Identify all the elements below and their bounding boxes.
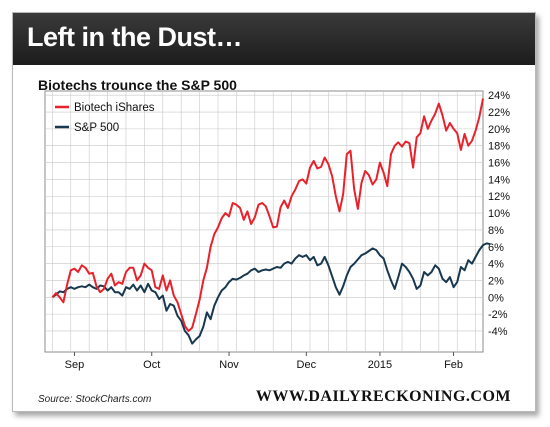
sp500-series-line — [51, 242, 491, 345]
brand-url: WWW.DAILYRECKONING.COM — [255, 388, 511, 405]
y-tick-label: 24% — [488, 90, 510, 102]
y-tick-label: 6% — [488, 242, 504, 254]
page-title: Left in the Dust… — [27, 22, 243, 52]
y-tick-label: 16% — [488, 158, 510, 170]
x-tick-label: Oct — [143, 359, 160, 371]
y-tick-label: 22% — [488, 107, 510, 119]
y-tick-label: 10% — [488, 208, 510, 220]
biotech-series-line — [51, 98, 484, 332]
y-tick-label: 8% — [488, 225, 504, 237]
legend-label-biotech: Biotech iShares — [74, 102, 155, 114]
source-credit: Source: StockCharts.com — [38, 394, 152, 405]
y-tick-label: 12% — [488, 191, 510, 203]
y-tick-label: 14% — [488, 174, 510, 186]
x-tick-label: Sep — [65, 359, 85, 371]
x-tick-label: Feb — [444, 359, 463, 371]
y-tick-label: 20% — [488, 124, 510, 136]
y-tick-label: 18% — [488, 141, 510, 153]
x-tick-label: Dec — [297, 359, 317, 371]
x-tick-label: Nov — [219, 359, 239, 371]
x-tick-label: 2015 — [368, 359, 392, 371]
legend-label-sp500: S&P 500 — [74, 122, 119, 134]
y-tick-label: 0% — [488, 292, 504, 304]
title-banner: Left in the Dust… — [13, 13, 535, 65]
y-tick-label: -2% — [488, 309, 508, 321]
plot-area — [44, 90, 484, 353]
y-tick-label: 4% — [488, 259, 504, 271]
y-tick-label: 2% — [488, 275, 504, 287]
y-tick-label: -4% — [488, 326, 508, 338]
chart-subtitle: Biotechs trounce the S&P 500 — [38, 77, 237, 93]
